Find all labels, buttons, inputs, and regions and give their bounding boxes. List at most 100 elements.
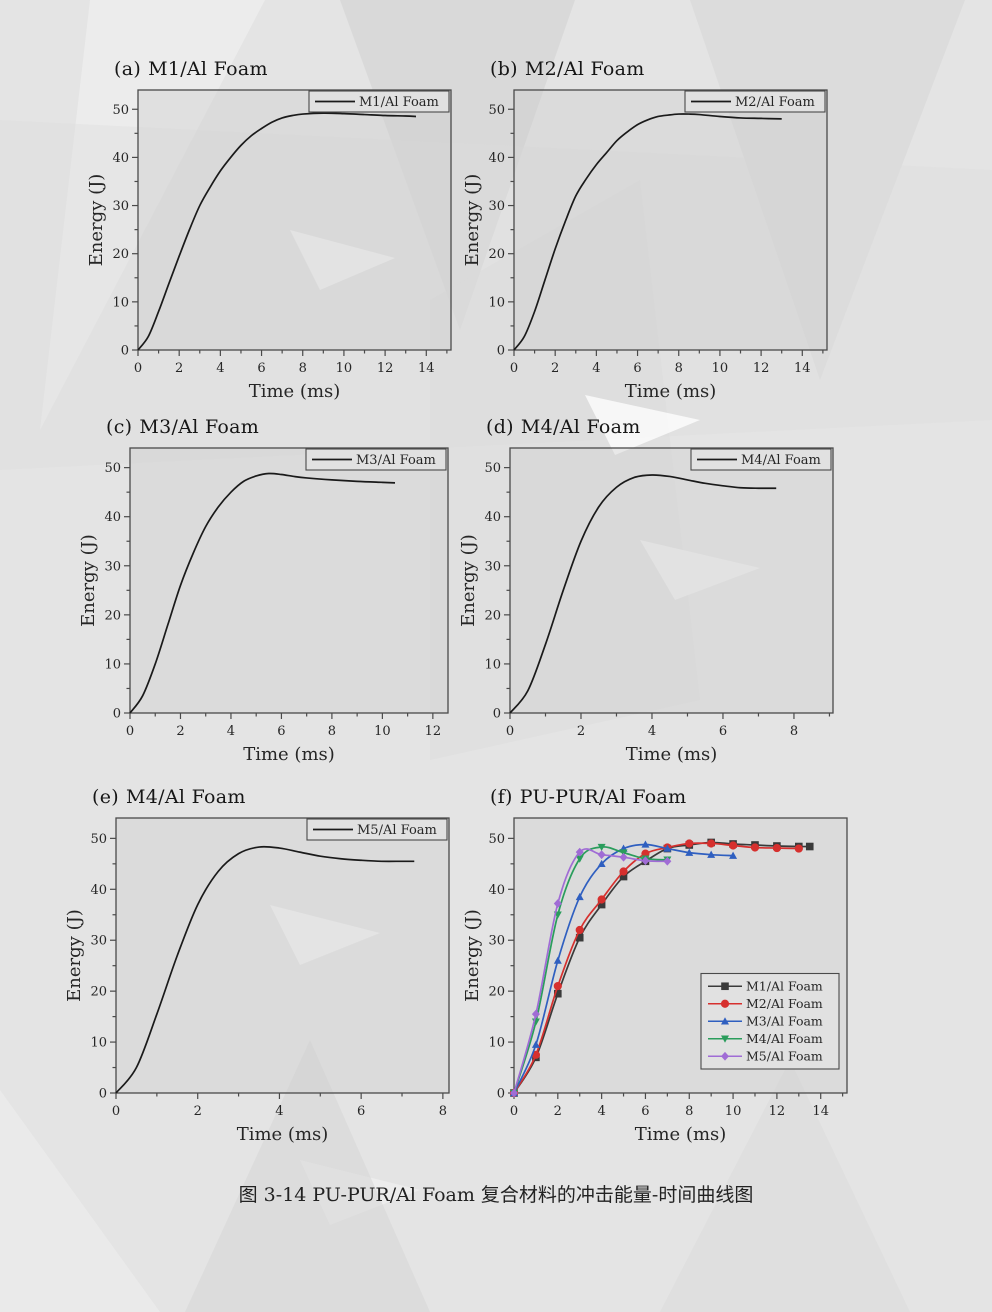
- subplot-f-panel-label: (f): [490, 786, 513, 808]
- svg-text:20: 20: [488, 985, 505, 1000]
- svg-text:0: 0: [112, 1104, 120, 1119]
- svg-text:2: 2: [577, 724, 585, 739]
- subplot-c-panel-label: (c): [106, 416, 133, 438]
- svg-text:8: 8: [439, 1104, 447, 1119]
- svg-text:2: 2: [194, 1104, 202, 1119]
- svg-text:0: 0: [134, 361, 142, 376]
- svg-text:4: 4: [227, 724, 235, 739]
- svg-text:30: 30: [488, 199, 505, 214]
- svg-text:Energy (J): Energy (J): [88, 174, 107, 267]
- subplot-e-chart: 0 2 4 6 8 Time (ms) 0 10 20 30 40 50 Energy (J) M5/Al…: [64, 817, 450, 1145]
- svg-text:M3/Al Foam: M3/Al Foam: [746, 1014, 823, 1029]
- svg-text:2: 2: [551, 361, 559, 376]
- svg-text:8: 8: [685, 1104, 693, 1119]
- svg-text:10: 10: [712, 361, 729, 376]
- svg-text:30: 30: [104, 559, 121, 574]
- svg-text:50: 50: [488, 832, 505, 847]
- svg-text:4: 4: [592, 361, 600, 376]
- svg-text:30: 30: [112, 199, 129, 214]
- svg-text:14: 14: [794, 361, 811, 376]
- svg-text:10: 10: [725, 1104, 742, 1119]
- svg-text:6: 6: [641, 1104, 649, 1119]
- svg-text:30: 30: [484, 559, 501, 574]
- subplot-c: (c) M3/Al Foam 0 2 4 6 8 10 12 Time (ms) 0 10 20 30 4…: [78, 416, 460, 779]
- svg-text:40: 40: [112, 151, 129, 166]
- svg-text:40: 40: [488, 151, 505, 166]
- svg-text:8: 8: [299, 361, 307, 376]
- svg-text:12: 12: [769, 1104, 786, 1119]
- svg-text:12: 12: [377, 361, 394, 376]
- subplot-d-title-text: M4/Al Foam: [520, 416, 641, 438]
- svg-text:50: 50: [112, 103, 129, 118]
- subplot-d: (d) M4/Al Foam 0 2 4 6 8 Time (ms) 0 10 20 30 40 50 E…: [458, 416, 845, 779]
- subplot-c-chart: 0 2 4 6 8 10 12 Time (ms) 0 10 20 30 40 50 Energy (J) M…: [78, 447, 449, 765]
- svg-text:M1/Al Foam: M1/Al Foam: [359, 95, 439, 110]
- svg-text:12: 12: [753, 361, 770, 376]
- svg-text:Energy (J): Energy (J): [464, 174, 483, 267]
- svg-text:Time (ms): Time (ms): [635, 1124, 727, 1145]
- subplot-c-title: (c) M3/Al Foam: [106, 416, 460, 438]
- svg-text:12: 12: [425, 724, 442, 739]
- svg-text:10: 10: [488, 295, 505, 310]
- svg-text:Time (ms): Time (ms): [626, 744, 718, 765]
- subplot-d-title: (d) M4/Al Foam: [486, 416, 845, 438]
- subplot-b: (b) M2/Al Foam 0 2 4 6 8 10 12 14 Time (ms) 0 10 20 3…: [462, 58, 839, 416]
- svg-text:10: 10: [488, 1036, 505, 1051]
- svg-text:10: 10: [90, 1036, 107, 1051]
- svg-text:Time (ms): Time (ms): [243, 744, 335, 765]
- svg-text:0: 0: [126, 724, 134, 739]
- svg-text:8: 8: [675, 361, 683, 376]
- svg-text:6: 6: [633, 361, 641, 376]
- subplot-f-title-text: PU-PUR/Al Foam: [519, 786, 687, 808]
- svg-text:M3/Al Foam: M3/Al Foam: [356, 453, 436, 468]
- svg-text:50: 50: [104, 461, 121, 476]
- subplot-f: (f) PU-PUR/Al Foam 0 2 4 6 8 10 12 14 Time (ms) 0 1…: [462, 786, 859, 1159]
- svg-text:0: 0: [497, 344, 505, 359]
- svg-text:20: 20: [90, 985, 107, 1000]
- subplot-f-title: (f) PU-PUR/Al Foam: [490, 786, 859, 808]
- svg-text:Time (ms): Time (ms): [237, 1124, 329, 1145]
- svg-text:6: 6: [719, 724, 727, 739]
- svg-text:4: 4: [597, 1104, 605, 1119]
- svg-text:30: 30: [488, 934, 505, 949]
- svg-text:0: 0: [510, 1104, 518, 1119]
- svg-text:10: 10: [112, 295, 129, 310]
- svg-text:50: 50: [484, 461, 501, 476]
- svg-text:M2/Al Foam: M2/Al Foam: [735, 95, 815, 110]
- subplot-a-panel-label: (a): [114, 58, 142, 80]
- svg-text:M4/Al Foam: M4/Al Foam: [741, 453, 821, 468]
- subplot-b-panel-label: (b): [490, 58, 518, 80]
- svg-text:20: 20: [484, 608, 501, 623]
- subplot-d-chart: 0 2 4 6 8 Time (ms) 0 10 20 30 40 50 Energy (J) M4/Al…: [458, 447, 834, 765]
- svg-text:0: 0: [497, 1087, 505, 1102]
- svg-text:0: 0: [113, 707, 121, 722]
- subplot-e: (e) M4/Al Foam 0 2 4 6 8 Time (ms) 0 10 20 30 40 50 E…: [64, 786, 461, 1159]
- subplot-f-chart: 0 2 4 6 8 10 12 14 Time (ms) 0 10 20 30 40 50 Energy (J…: [462, 817, 848, 1145]
- svg-text:50: 50: [488, 103, 505, 118]
- subplot-a-title-text: M1/Al Foam: [148, 58, 268, 80]
- svg-text:4: 4: [216, 361, 224, 376]
- svg-text:10: 10: [484, 657, 501, 672]
- subplot-a: (a) M1/Al Foam 0 2 4 6 8 10 12 14 Time (ms) 0 10 20 3…: [86, 58, 463, 416]
- svg-text:14: 14: [418, 361, 435, 376]
- svg-text:2: 2: [554, 1104, 562, 1119]
- subplot-a-chart: 0 2 4 6 8 10 12 14 Time (ms) 0 10 20 30 40 50 Energy (J…: [86, 89, 452, 402]
- svg-text:0: 0: [493, 707, 501, 722]
- svg-text:8: 8: [328, 724, 336, 739]
- svg-text:40: 40: [484, 510, 501, 525]
- svg-text:4: 4: [275, 1104, 283, 1119]
- svg-text:4: 4: [648, 724, 656, 739]
- figure-caption: 图 3-14 PU-PUR/Al Foam 复合材料的冲击能量-时间曲线图: [238, 1184, 754, 1206]
- svg-text:8: 8: [790, 724, 798, 739]
- svg-text:40: 40: [90, 883, 107, 898]
- svg-text:0: 0: [99, 1087, 107, 1102]
- svg-text:Energy (J): Energy (J): [460, 534, 479, 627]
- subplot-b-title-text: M2/Al Foam: [524, 58, 645, 80]
- svg-text:30: 30: [90, 934, 107, 949]
- svg-text:M5/Al Foam: M5/Al Foam: [357, 823, 437, 838]
- svg-text:Energy (J): Energy (J): [80, 534, 99, 627]
- svg-text:Energy (J): Energy (J): [66, 909, 85, 1002]
- svg-text:20: 20: [488, 247, 505, 262]
- svg-text:10: 10: [374, 724, 391, 739]
- subplot-c-title-text: M3/Al Foam: [139, 416, 260, 438]
